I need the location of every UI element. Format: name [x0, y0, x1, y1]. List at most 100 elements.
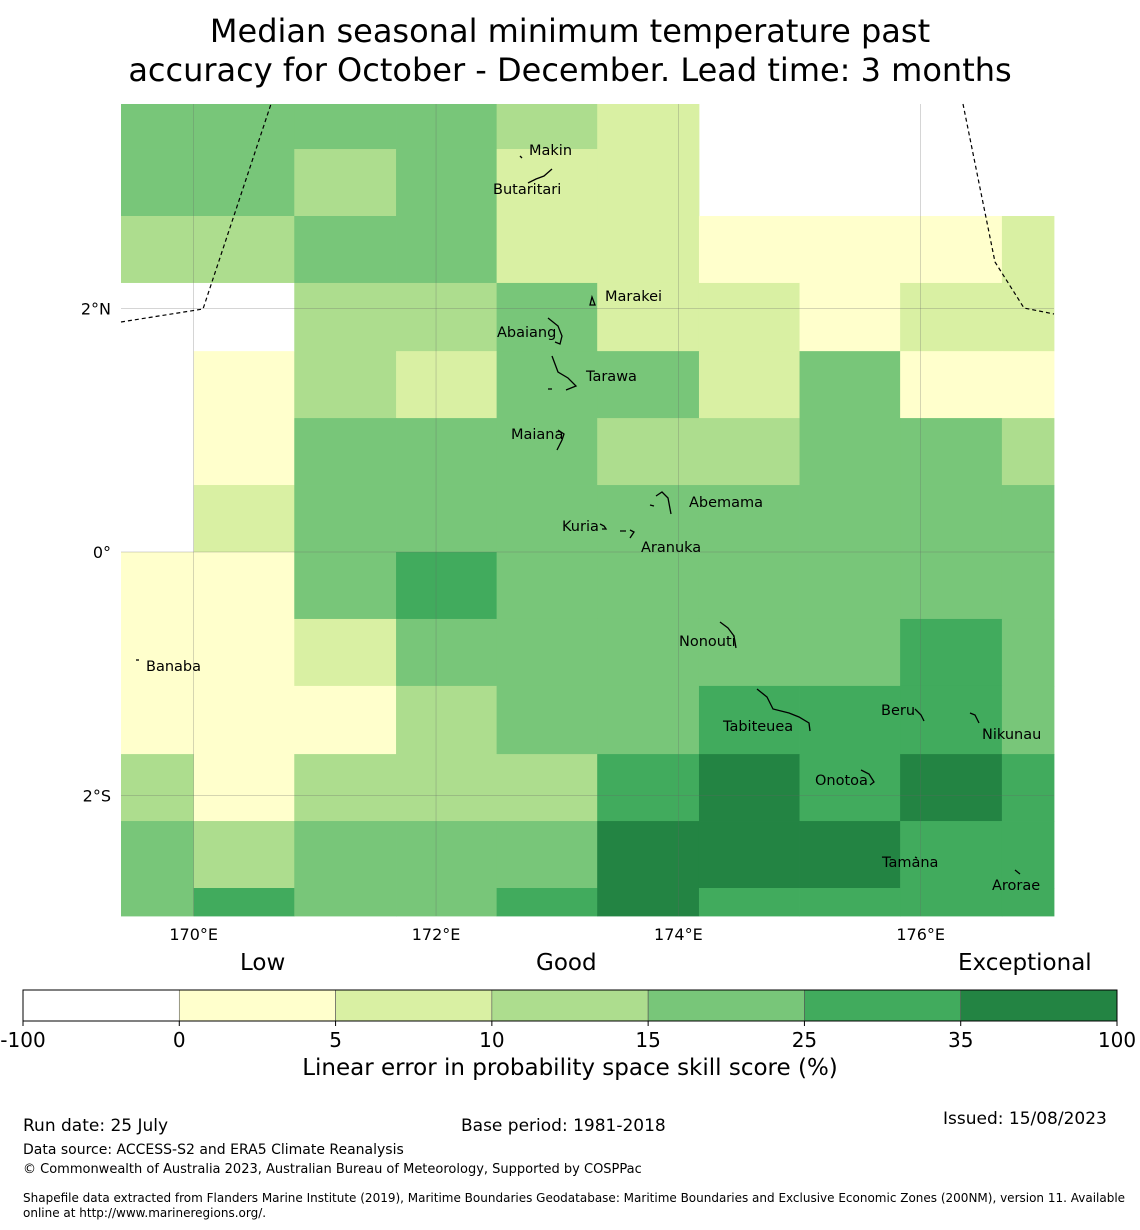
grid-cell [799, 888, 901, 917]
colorbar-tick-label: -100 [0, 1028, 45, 1052]
grid-cell [294, 149, 397, 217]
island-maiana: Maiana [511, 427, 565, 451]
grid-cell [900, 282, 1003, 352]
island-tabiteuea: Tabiteuea [722, 688, 811, 735]
grid-cell [496, 618, 598, 687]
grid-cell [121, 754, 195, 822]
grid-cell [396, 821, 498, 889]
grid-cell [1001, 685, 1055, 755]
data-source: Data source: ACCESS-S2 and ERA5 Climate … [23, 1142, 404, 1158]
island-outline [519, 155, 523, 159]
grid-cell [597, 754, 700, 822]
grid-cell [396, 418, 498, 486]
grid-cell [597, 821, 700, 889]
grid-cell [496, 104, 598, 150]
island-outline [556, 429, 565, 451]
grid-cell [496, 149, 598, 217]
grid-cell [193, 685, 295, 755]
island-label: Maiana [511, 427, 563, 443]
grid-cell [121, 888, 195, 917]
grid-cell [799, 821, 901, 889]
grid-cell [193, 104, 295, 150]
grid-cell [193, 216, 295, 284]
grid-cell [121, 104, 195, 150]
island-label: Nikunau [982, 727, 1041, 743]
island-nikunau: Nikunau [969, 712, 1041, 743]
axis-ticks: 170°E 172°E 174°E 176°E 2°N 0° 2°S [81, 300, 945, 944]
grid-cell [799, 754, 901, 822]
shapefile-credit: Shapefile data extracted from Flanders M… [23, 1191, 1138, 1221]
grid-cell [597, 216, 700, 284]
grid-cell [193, 754, 295, 822]
grid-cell [396, 552, 498, 620]
grid-cell [597, 418, 700, 486]
island-aranuka: Aranuka [620, 529, 701, 556]
island-label: Marakei [605, 289, 662, 305]
grid-cell [396, 618, 498, 687]
category-exceptional-label: Exceptional [958, 950, 1092, 976]
grid-cell [698, 216, 800, 284]
island-label: Abaiang [497, 325, 556, 341]
grid-cell [294, 821, 397, 889]
grid-cell [799, 685, 901, 755]
grid-cell [799, 351, 901, 419]
y-tick-label: 0° [93, 543, 111, 562]
colorbar-swatch [647, 989, 805, 1022]
colorbar: -100 0 5 10 15 25 35 100 [0, 989, 1136, 1052]
grid-cell [396, 888, 498, 917]
grid-cell [121, 685, 195, 755]
eez-boundary-line [120, 103, 272, 323]
grid-cell [496, 282, 598, 352]
grid-cell [799, 618, 901, 687]
grid-cell [698, 618, 800, 687]
grid-cell [121, 282, 195, 352]
island-label: Tamana [881, 855, 938, 871]
island-layer: Makin Butaritari Marakei Abaiang Tarawa Maian… [136, 143, 1041, 894]
island-abemama: Abemama [649, 491, 763, 515]
grid-cell [1001, 485, 1055, 553]
grid-cell [597, 485, 700, 553]
grid-cell [799, 552, 901, 620]
grid-cell [1001, 821, 1055, 889]
grid-cell [900, 418, 1003, 486]
grid-cell [496, 821, 598, 889]
grid-cell [597, 888, 700, 917]
island-label: Kuria [562, 519, 599, 535]
colorbar-tick-label: 0 [173, 1028, 186, 1052]
copyright: © Commonwealth of Australia 2023, Austra… [23, 1162, 642, 1177]
grid-cell [294, 888, 397, 917]
colorbar-swatch [22, 989, 180, 1022]
grid-cell [1001, 282, 1055, 352]
eez-boundaries [120, 103, 1055, 323]
y-tick-label: 2°S [83, 786, 111, 805]
grid-cell [121, 821, 195, 889]
island-label: Butaritari [493, 182, 561, 198]
colorbar-tick-label: 25 [792, 1028, 817, 1052]
grid-cell [597, 685, 700, 755]
grid-cell [294, 618, 397, 687]
issued-date: Issued: 15/08/2023 [943, 1109, 1107, 1129]
grid-cell [121, 552, 195, 620]
grid-cell [698, 754, 800, 822]
grid-cell [1001, 888, 1055, 917]
grid-cell [396, 104, 498, 150]
island-outline [969, 712, 980, 724]
grid-cell [900, 754, 1003, 822]
grid-cell [396, 282, 498, 352]
island-outline [599, 523, 608, 530]
grid-cell [496, 685, 598, 755]
grid-cell [496, 754, 598, 822]
grid-cell [597, 618, 700, 687]
island-outline [756, 688, 811, 732]
colorbar-tick-label: 15 [635, 1028, 660, 1052]
grid-cell [496, 418, 598, 486]
grid-cell [698, 351, 800, 419]
grid-cell [121, 418, 195, 486]
grid-cell [294, 418, 397, 486]
grid-cell [294, 754, 397, 822]
grid-cell [799, 282, 901, 352]
island-outline [860, 769, 875, 786]
run-date: Run date: 25 July [23, 1116, 169, 1136]
grid-cell [193, 821, 295, 889]
island-label: Abemama [689, 495, 763, 511]
